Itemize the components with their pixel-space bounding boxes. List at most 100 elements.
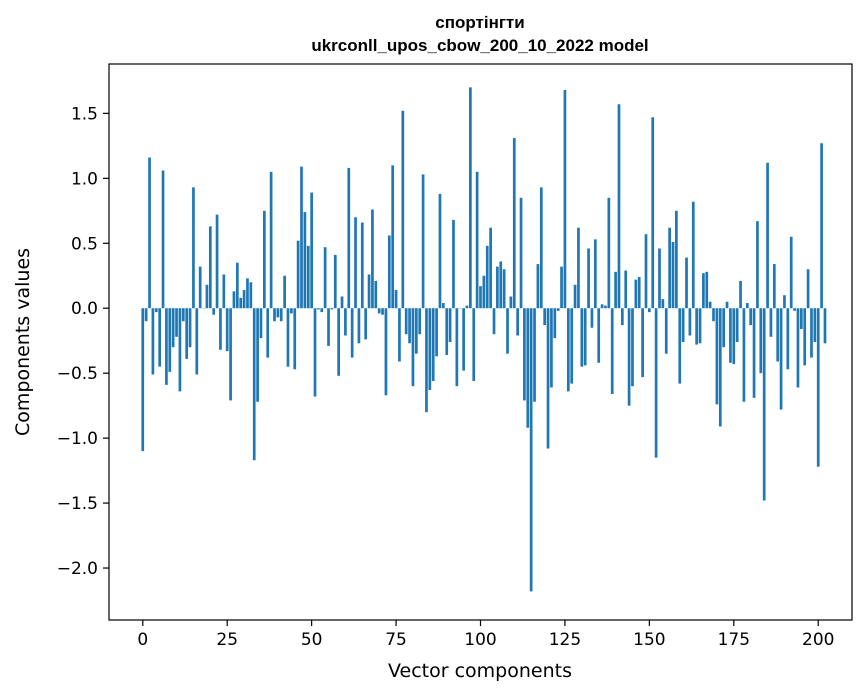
bar-109 [509, 296, 513, 309]
bar-2 [148, 157, 151, 309]
bar-118 [539, 187, 543, 309]
bar-101 [482, 275, 486, 309]
bar-141 [617, 104, 621, 309]
bar-140 [614, 271, 617, 309]
bar-67 [367, 274, 371, 309]
bar-4 [154, 308, 158, 313]
y-tick-label: 0.5 [71, 234, 98, 254]
bar-30 [242, 290, 246, 309]
bar-78 [404, 308, 408, 335]
bar-69 [374, 280, 378, 309]
bar-172 [722, 308, 726, 348]
bar-119 [543, 308, 547, 326]
bar-168 [708, 301, 712, 309]
bar-188 [776, 308, 780, 362]
bar-1 [144, 308, 148, 322]
bar-124 [560, 266, 563, 309]
bar-129 [577, 227, 580, 309]
chart-title: спортінгти [435, 13, 524, 32]
y-tick-label: −0.5 [57, 364, 98, 384]
bar-93 [455, 308, 459, 387]
bar-16 [195, 308, 199, 375]
bar-201 [820, 143, 823, 309]
bar-136 [600, 304, 604, 309]
x-tick-label: 125 [549, 630, 581, 650]
bar-115 [529, 308, 533, 592]
bar-170 [715, 308, 719, 405]
bar-125 [563, 89, 567, 309]
bar-74 [391, 165, 395, 309]
bar-158 [675, 210, 678, 309]
bar-39 [273, 308, 276, 322]
bar-156 [668, 227, 671, 309]
bar-86 [431, 308, 435, 381]
plot-frame [108, 63, 853, 621]
y-tick-label: −1.5 [57, 494, 98, 514]
bar-3 [151, 308, 155, 375]
bar-134 [593, 239, 597, 309]
bar-32 [249, 282, 253, 309]
bar-34 [256, 308, 259, 402]
bar-28 [235, 262, 239, 309]
bar-92 [452, 219, 455, 309]
bar-116 [533, 308, 536, 402]
bar-152 [654, 308, 658, 458]
bar-100 [479, 286, 482, 309]
bar-37 [266, 308, 270, 358]
bar-113 [523, 308, 526, 401]
bar-96 [465, 305, 469, 309]
bar-7 [165, 308, 168, 385]
bar-111 [516, 308, 519, 336]
bar-149 [644, 234, 648, 309]
bar-53 [320, 308, 324, 313]
bar-173 [725, 301, 729, 309]
bar-22 [215, 214, 219, 309]
bar-110 [512, 138, 516, 309]
bar-59 [340, 296, 344, 309]
bar-130 [580, 308, 584, 367]
bar-98 [472, 308, 476, 381]
bar-23 [219, 308, 222, 350]
bar-174 [729, 308, 732, 363]
bar-31 [246, 278, 249, 309]
bar-179 [745, 303, 749, 309]
bar-33 [252, 308, 256, 461]
bar-165 [698, 308, 702, 344]
bar-48 [303, 212, 307, 309]
bar-19 [205, 284, 209, 309]
bar-8 [168, 308, 172, 372]
y-axis-label: Components values [12, 248, 34, 436]
bar-41 [279, 308, 283, 322]
y-tick-label: 0.0 [71, 299, 98, 319]
bar-151 [651, 117, 655, 309]
bar-21 [212, 308, 216, 315]
x-tick-label: 200 [802, 630, 834, 650]
bar-121 [550, 308, 553, 388]
x-tick-label: 175 [718, 630, 750, 650]
bar-192 [789, 236, 793, 309]
bar-108 [506, 308, 509, 354]
bar-114 [526, 308, 530, 428]
bar-117 [536, 264, 540, 309]
bar-43 [286, 308, 290, 367]
bar-171 [718, 308, 722, 427]
bar-63 [354, 217, 357, 309]
bar-29 [239, 297, 243, 309]
bar-161 [685, 257, 688, 309]
bar-163 [691, 201, 695, 309]
bar-84 [425, 308, 428, 413]
bar-180 [749, 308, 753, 326]
bar-199 [813, 308, 817, 342]
bar-52 [317, 308, 320, 310]
bar-159 [678, 308, 682, 384]
bar-81 [414, 308, 418, 354]
bar-196 [803, 308, 807, 366]
chart-subtitle: ukrconll_upos_cbow_200_10_2022 model [311, 36, 648, 55]
bar-103 [489, 227, 492, 309]
bar-128 [573, 284, 577, 309]
bar-73 [387, 235, 391, 309]
bar-20 [208, 226, 212, 309]
bar-202 [823, 308, 827, 344]
bar-189 [779, 308, 783, 410]
bar-70 [377, 308, 381, 314]
